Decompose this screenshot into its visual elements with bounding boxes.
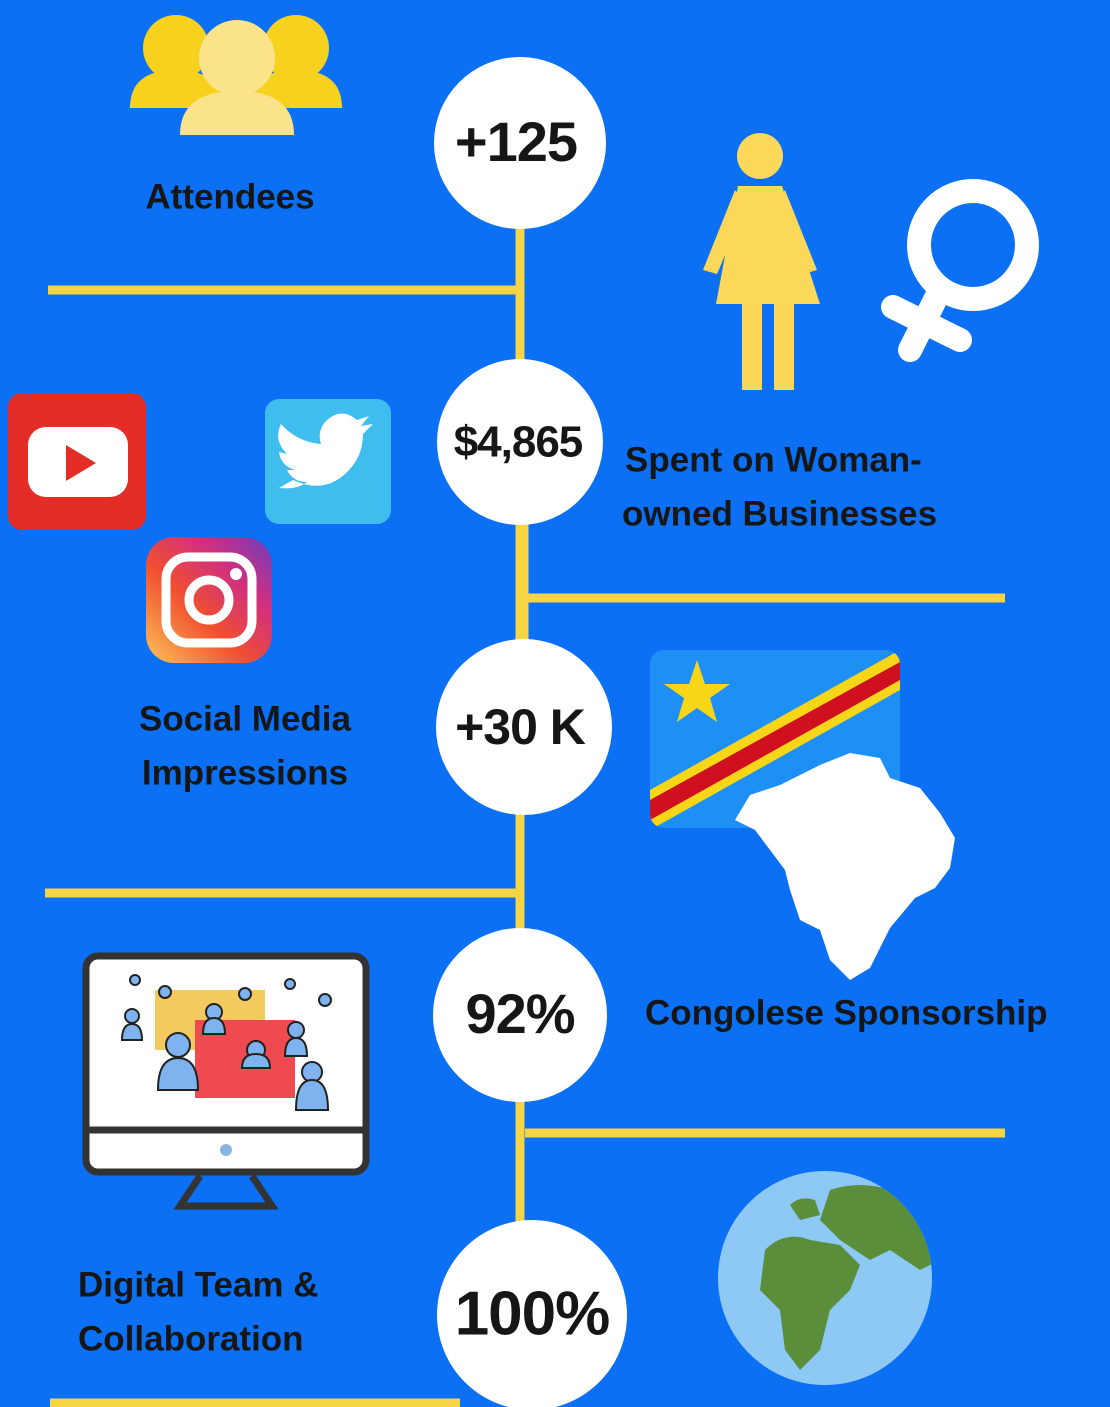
- stat-label: Attendees: [145, 177, 314, 216]
- stat-label: Collaboration: [78, 1319, 304, 1358]
- stat-circles: [433, 57, 627, 1407]
- globe-icon: [718, 1171, 932, 1385]
- drc-map: [735, 753, 955, 980]
- stat-value: 92%: [465, 982, 574, 1045]
- stat-label: Social Media: [139, 699, 352, 738]
- stat-value: +125: [455, 110, 577, 173]
- stat-label: Spent on Woman-: [625, 440, 922, 479]
- stat-value: $4,865: [454, 418, 583, 467]
- woman-icon: [703, 133, 820, 390]
- twitter-icon: [265, 399, 391, 524]
- stat-label: owned Businesses: [622, 494, 937, 533]
- instagram-icon: [146, 537, 272, 663]
- youtube-icon: [8, 393, 146, 530]
- stat-label: Impressions: [142, 753, 348, 792]
- stat-label: Congolese Sponsorship: [645, 993, 1048, 1032]
- stat-value: +30 K: [455, 699, 586, 755]
- monitor-stand: [173, 1174, 279, 1210]
- people-icon: [130, 15, 342, 135]
- stat-value: 100%: [455, 1279, 610, 1348]
- stat-label: Digital Team &: [78, 1265, 319, 1304]
- monitor-icon: [82, 952, 370, 1176]
- venus-icon: [881, 179, 1039, 362]
